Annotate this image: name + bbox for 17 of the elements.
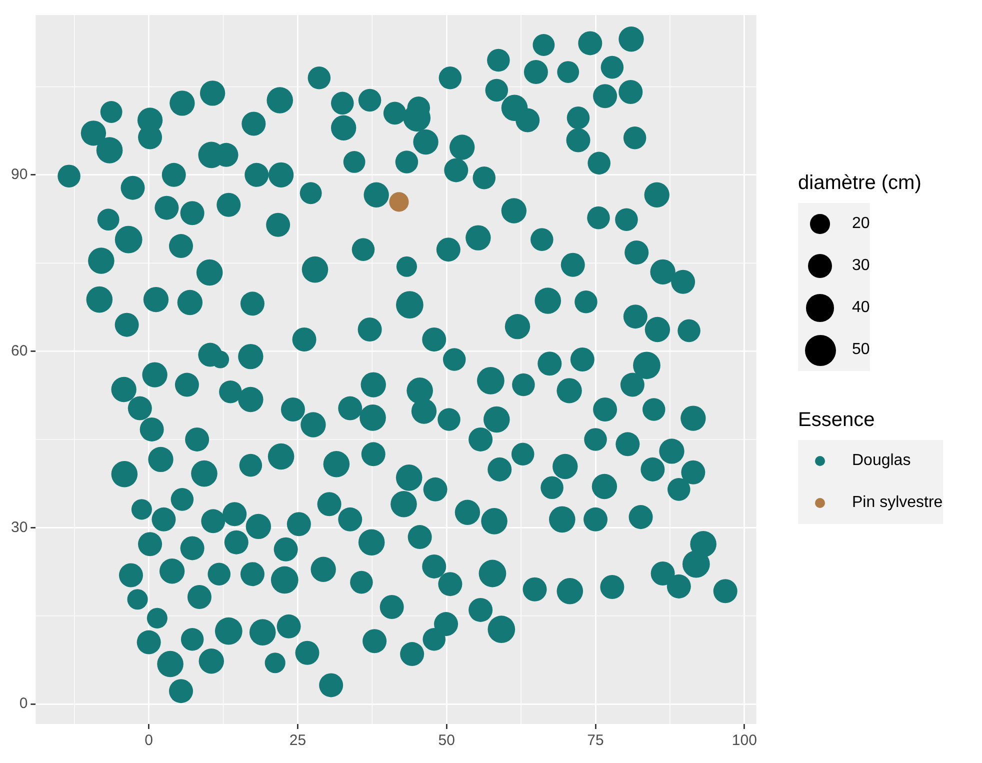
y-tick-label: 90 (10, 166, 28, 184)
x-tick-label: 75 (587, 732, 604, 750)
legend-label: 40 (851, 299, 870, 317)
legend-label: 20 (851, 215, 870, 233)
text: diamètre (cm) (798, 172, 922, 194)
legend-label: 30 (851, 257, 870, 275)
y-tick-label: 60 (10, 342, 28, 360)
x-tick-label: 100 (732, 732, 757, 750)
legend-label: 50 (851, 341, 870, 359)
x-tick-label: 50 (438, 732, 455, 750)
x-tick-label: 0 (144, 732, 154, 750)
text: Essence (798, 409, 875, 431)
x-tick-label: 25 (289, 732, 306, 750)
y-tick-label: 0 (19, 695, 28, 712)
y-tick-label: 30 (10, 518, 28, 536)
legend-label: Douglas (851, 452, 911, 470)
legend-label: Pin sylvestre (851, 494, 943, 512)
